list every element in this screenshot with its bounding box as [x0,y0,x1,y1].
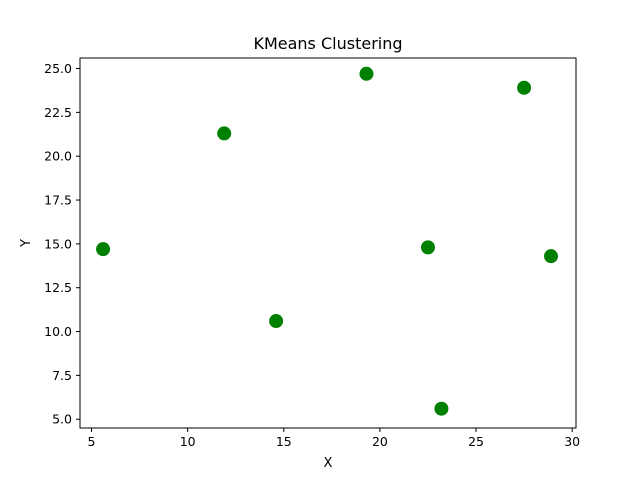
x-axis-ticks: 5 10 15 20 25 30 [88,428,580,449]
y-tick-label: 25.0 [44,61,72,76]
x-tick-label: 20 [372,434,388,449]
x-tick-label: 5 [88,434,96,449]
data-point [217,126,232,141]
x-tick-label: 30 [564,434,580,449]
y-tick-label: 15.0 [44,236,72,251]
x-axis-label: X [324,456,333,471]
data-points [96,66,559,416]
y-tick-label: 5.0 [52,412,72,427]
y-tick-label: 22.5 [44,105,72,120]
y-tick-label: 10.0 [44,324,72,339]
data-point [544,249,559,264]
x-tick-label: 25 [468,434,484,449]
y-axis-label: Y [19,239,34,248]
data-point [269,314,284,329]
x-tick-label: 10 [180,434,196,449]
y-tick-label: 17.5 [44,193,72,208]
chart-title: KMeans Clustering [253,34,402,53]
data-point [420,240,435,255]
x-tick-label: 15 [276,434,292,449]
y-tick-label: 7.5 [52,368,72,383]
y-tick-label: 12.5 [44,280,72,295]
data-point [96,242,111,257]
data-point [359,66,374,81]
data-point [517,80,532,95]
y-axis-ticks: 5.0 7.5 10.0 12.5 15.0 17.5 20.0 22.5 25.0 [44,61,80,427]
data-point [434,401,449,416]
plot-frame [79,57,577,429]
y-tick-label: 20.0 [44,149,72,164]
